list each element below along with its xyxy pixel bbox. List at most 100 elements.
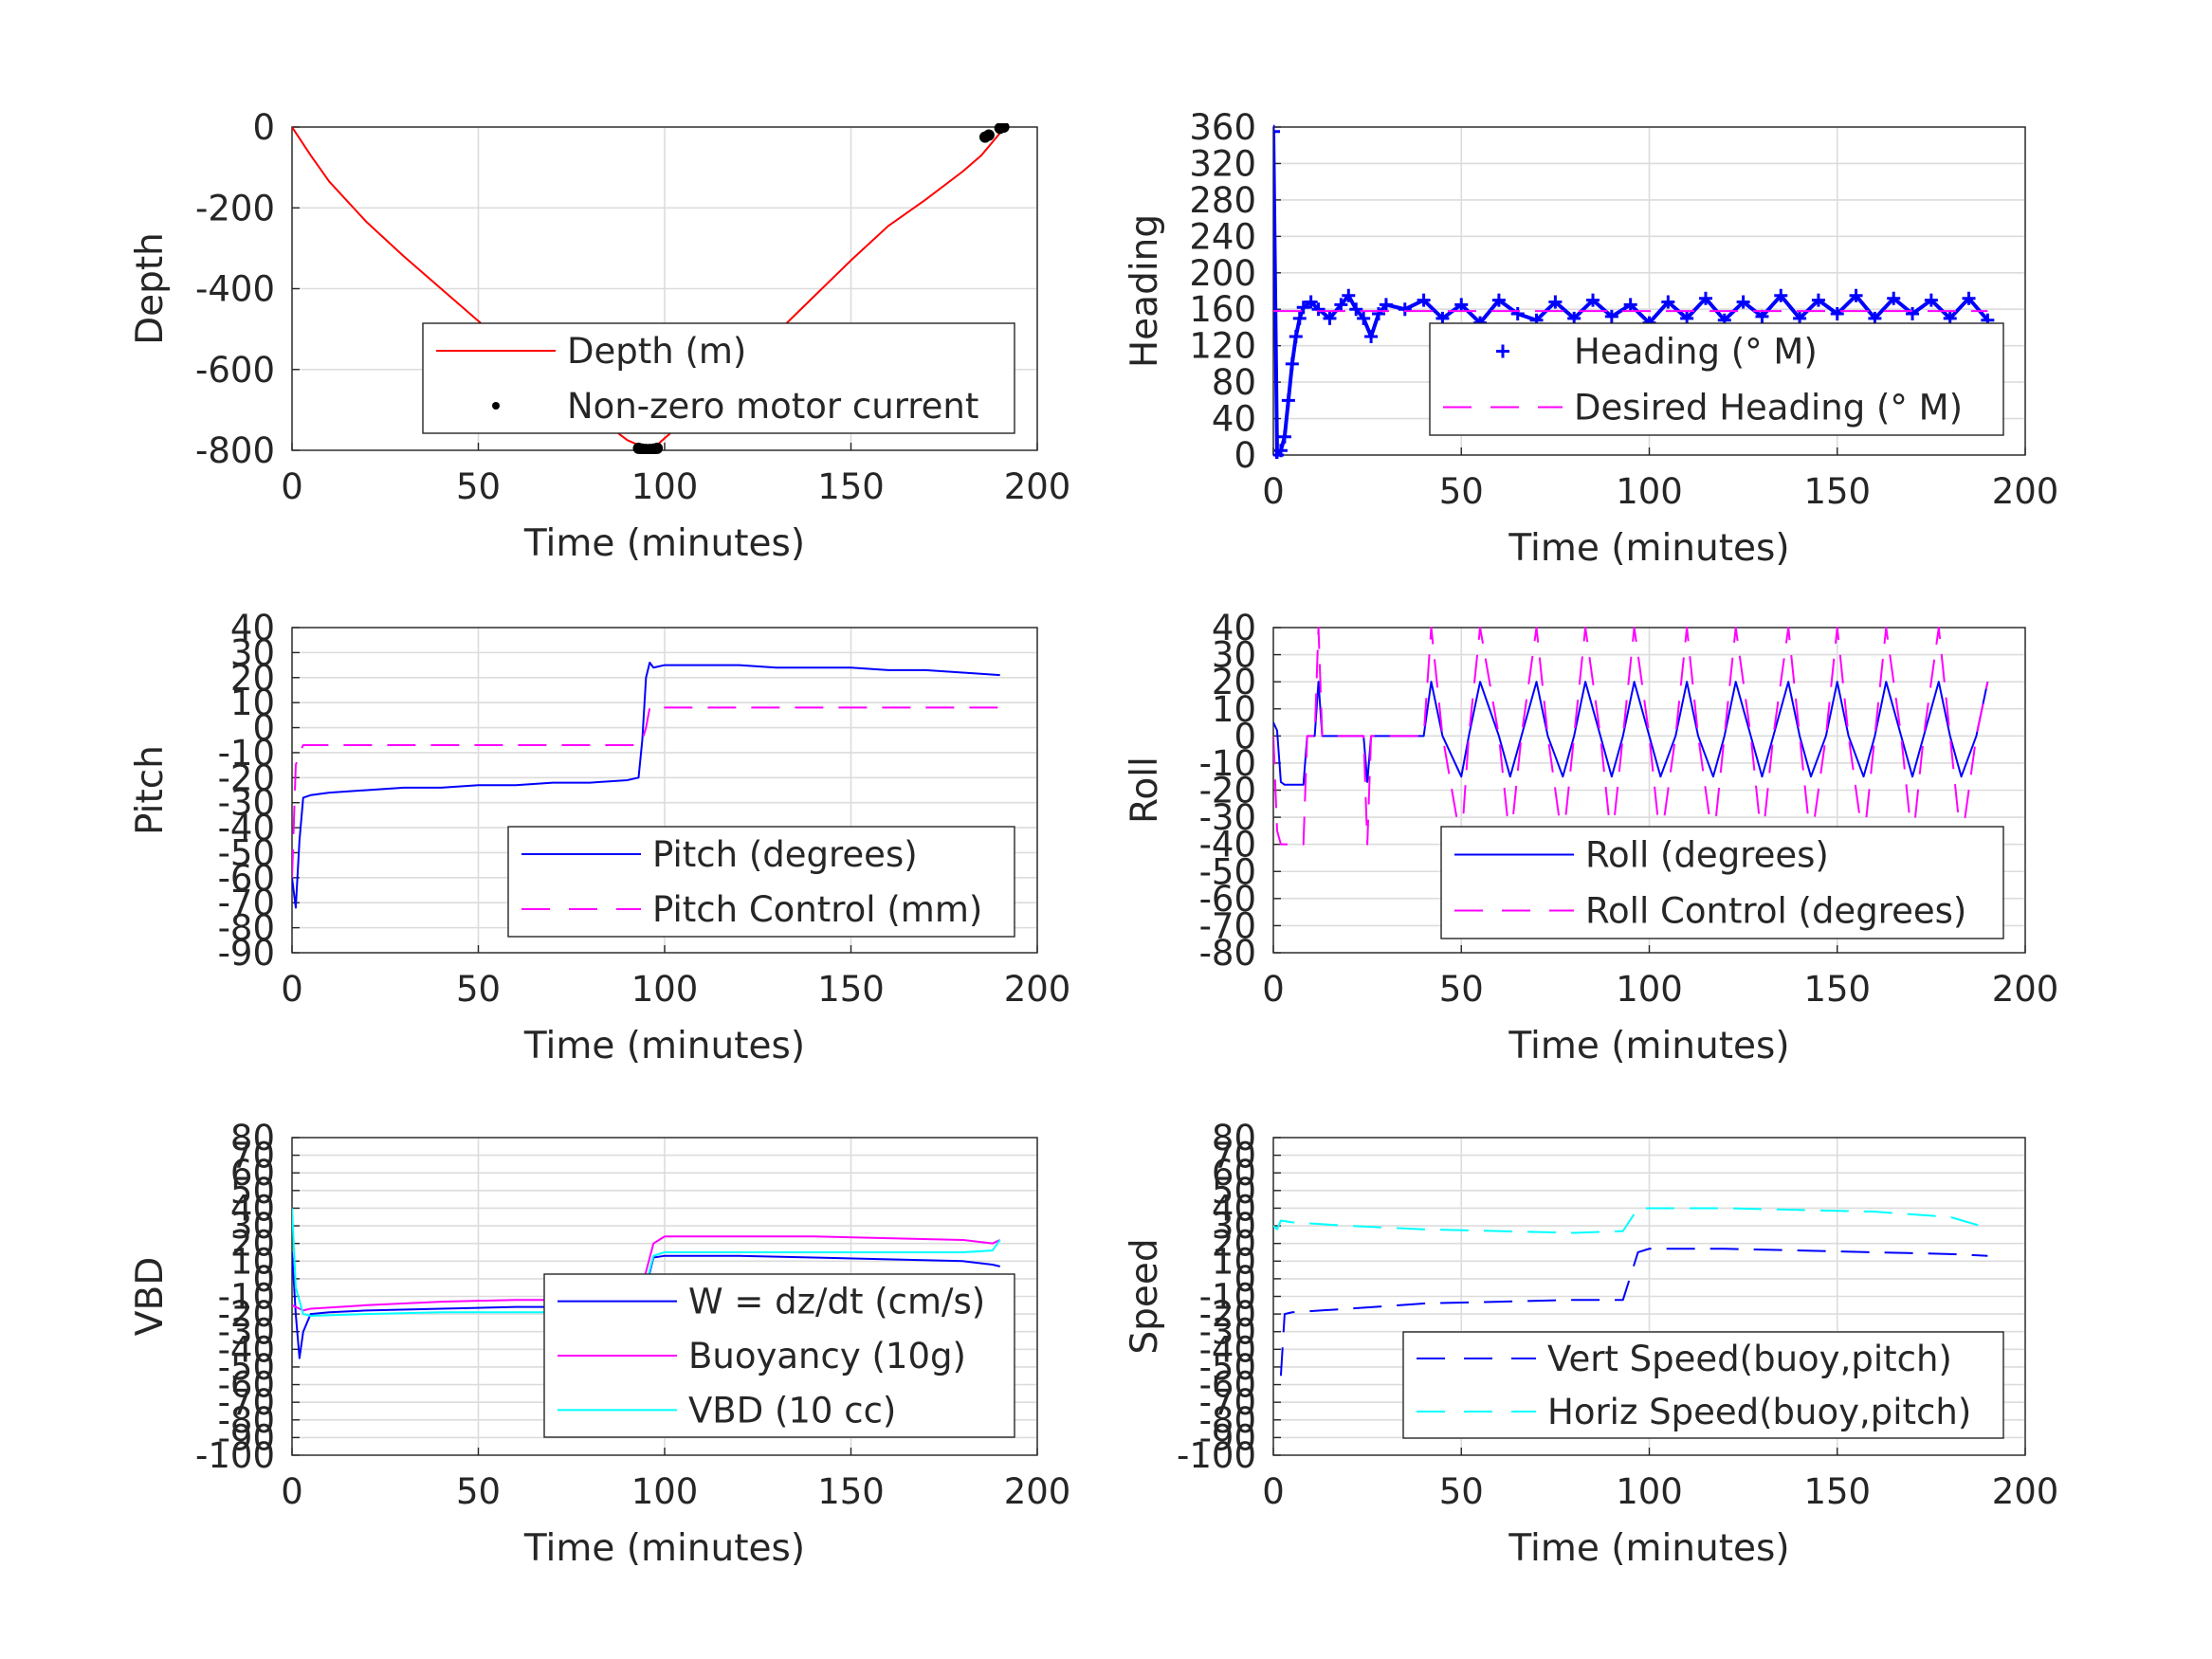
- legend-box: [422, 322, 1015, 434]
- legend: Depth (m) Non-zero motor current: [422, 322, 1015, 434]
- x-tick-label: 200: [1004, 969, 1071, 1010]
- y-tick-label: 20: [230, 1224, 275, 1265]
- y-tick-label: 0: [1234, 435, 1256, 476]
- legend: W = dz/dt (cm/s) Buoyancy (10g) VBD (10 cc…: [543, 1273, 1015, 1438]
- y-tick-label: 20: [1212, 1224, 1256, 1265]
- y-tick-label: 30: [230, 632, 275, 673]
- x-tick-label: 200: [1992, 471, 2059, 512]
- legend-label: Horiz Speed(buoy,pitch): [1547, 1392, 1971, 1432]
- legend-label: Non-zero motor current: [567, 386, 978, 427]
- x-tick-label: 100: [631, 969, 699, 1010]
- x-axis-label: Time (minutes): [523, 522, 805, 565]
- y-tick-label: -100: [1177, 1435, 1256, 1476]
- x-tick-label: 50: [1439, 1471, 1484, 1512]
- y-tick-label: 20: [1212, 662, 1256, 702]
- y-tick-label: -200: [195, 188, 275, 228]
- y-tick-label: -30: [218, 783, 275, 824]
- y-tick-label: -60: [218, 1365, 275, 1406]
- legend-label: VBD (10 cc): [688, 1390, 896, 1431]
- y-tick-label: 40: [1212, 399, 1256, 440]
- y-tick-label: 80: [1212, 1118, 1256, 1158]
- y-tick-label: -30: [218, 1312, 275, 1353]
- y-tick-label: -90: [1199, 1417, 1256, 1458]
- x-tick-label: 150: [1803, 471, 1871, 512]
- data-layer: [1273, 627, 1989, 846]
- x-tick-label: 100: [1616, 471, 1683, 512]
- data-layer: [292, 661, 1000, 909]
- y-tick-label: -20: [1199, 771, 1256, 811]
- y-tick-label: 30: [1212, 635, 1256, 676]
- x-tick-label: 150: [817, 466, 885, 507]
- y-tick-label: -70: [1199, 1382, 1256, 1423]
- y-tick-label: -80: [218, 1400, 275, 1441]
- y-tick-label: 20: [230, 658, 275, 699]
- y-tick-label: -40: [1199, 1329, 1256, 1370]
- series-line: [1273, 1207, 1989, 1234]
- data-point: [651, 442, 664, 454]
- legend-box: [1429, 322, 2004, 436]
- y-tick-label: -100: [195, 1435, 275, 1476]
- legend-label: Pitch (degrees): [652, 834, 918, 875]
- legend-marker: [1496, 344, 1509, 358]
- x-tick-label: 50: [1439, 471, 1484, 512]
- y-tick-label: -10: [1199, 743, 1256, 784]
- x-tick-label: 0: [281, 1471, 303, 1512]
- data-point: [997, 123, 1010, 133]
- y-tick-label: -800: [195, 430, 275, 471]
- y-tick-label: 70: [1212, 1136, 1256, 1176]
- y-tick-label: -80: [1199, 1400, 1256, 1441]
- series-line: [1273, 627, 1989, 846]
- chart-panel-3: 0 50 100 150 200-90-80-70-60-50-40-30-20-100…: [129, 608, 1070, 1067]
- y-axis-label: Roll: [1124, 757, 1166, 824]
- legend-label: Roll Control (degrees): [1585, 891, 1966, 932]
- legend-label: Roll (degrees): [1585, 835, 1829, 876]
- y-tick-label: 0: [252, 107, 275, 148]
- y-tick-label: -90: [218, 1417, 275, 1458]
- x-tick-label: 150: [817, 969, 885, 1010]
- x-axis-label: Time (minutes): [1508, 1025, 1789, 1067]
- y-tick-label: 40: [1212, 1188, 1256, 1229]
- y-axis-label: Speed: [1124, 1238, 1166, 1354]
- x-tick-label: 200: [1004, 1471, 1071, 1512]
- y-tick-label: 60: [230, 1153, 275, 1194]
- y-tick-label: 30: [230, 1206, 275, 1247]
- legend: Roll (degrees) Roll Control (degrees): [1440, 826, 2004, 939]
- data-layer: [1273, 1207, 1989, 1376]
- y-tick-label: 0: [1234, 1259, 1256, 1300]
- y-axis-label: VBD: [129, 1257, 172, 1336]
- y-tick-label: 10: [1212, 1241, 1256, 1282]
- x-tick-label: 0: [1262, 969, 1285, 1010]
- x-tick-label: 0: [281, 466, 303, 507]
- legend-label: Buoyancy (10g): [688, 1336, 966, 1376]
- legend-label: Pitch Control (mm): [652, 889, 982, 930]
- data-point: [1273, 124, 1280, 138]
- data-point: [982, 129, 995, 141]
- y-tick-label: -80: [1199, 933, 1256, 974]
- x-axis-label: Time (minutes): [523, 1025, 805, 1067]
- y-tick-label: -10: [218, 733, 275, 774]
- data-layer: [292, 123, 1010, 454]
- y-tick-label: 80: [230, 1118, 275, 1158]
- y-tick-label: -600: [195, 350, 275, 391]
- x-tick-label: 100: [631, 1471, 699, 1512]
- chart-panel-2: 0 50 100 150 20004080120160200240280320360Ti…: [1124, 107, 2058, 570]
- y-tick-label: 0: [252, 1259, 275, 1300]
- chart-panel-1: 0 50 100 150 200 -800 -600 -400 -200 0 Time (minut…: [129, 107, 1070, 565]
- y-tick-label: 240: [1189, 216, 1256, 257]
- y-tick-label: 40: [1212, 608, 1256, 648]
- y-tick-label: -70: [218, 883, 275, 923]
- y-tick-label: 360: [1189, 107, 1256, 148]
- y-tick-label: -30: [1199, 797, 1256, 838]
- y-tick-label: 10: [230, 1241, 275, 1282]
- legend-label: Heading (° M): [1574, 332, 1818, 373]
- legend: Vert Speed(buoy,pitch) Horiz Speed(buoy,p…: [1402, 1331, 2004, 1439]
- x-axis-label: Time (minutes): [523, 1527, 805, 1570]
- y-tick-label: -50: [218, 1347, 275, 1388]
- x-tick-label: 0: [1262, 1471, 1285, 1512]
- y-tick-label: 10: [1212, 689, 1256, 730]
- series-line: [292, 706, 1000, 878]
- series-line: [292, 1235, 1001, 1312]
- legend: Heading (° M) Desired Heading (° M): [1429, 322, 2004, 436]
- y-tick-label: -40: [1199, 825, 1256, 866]
